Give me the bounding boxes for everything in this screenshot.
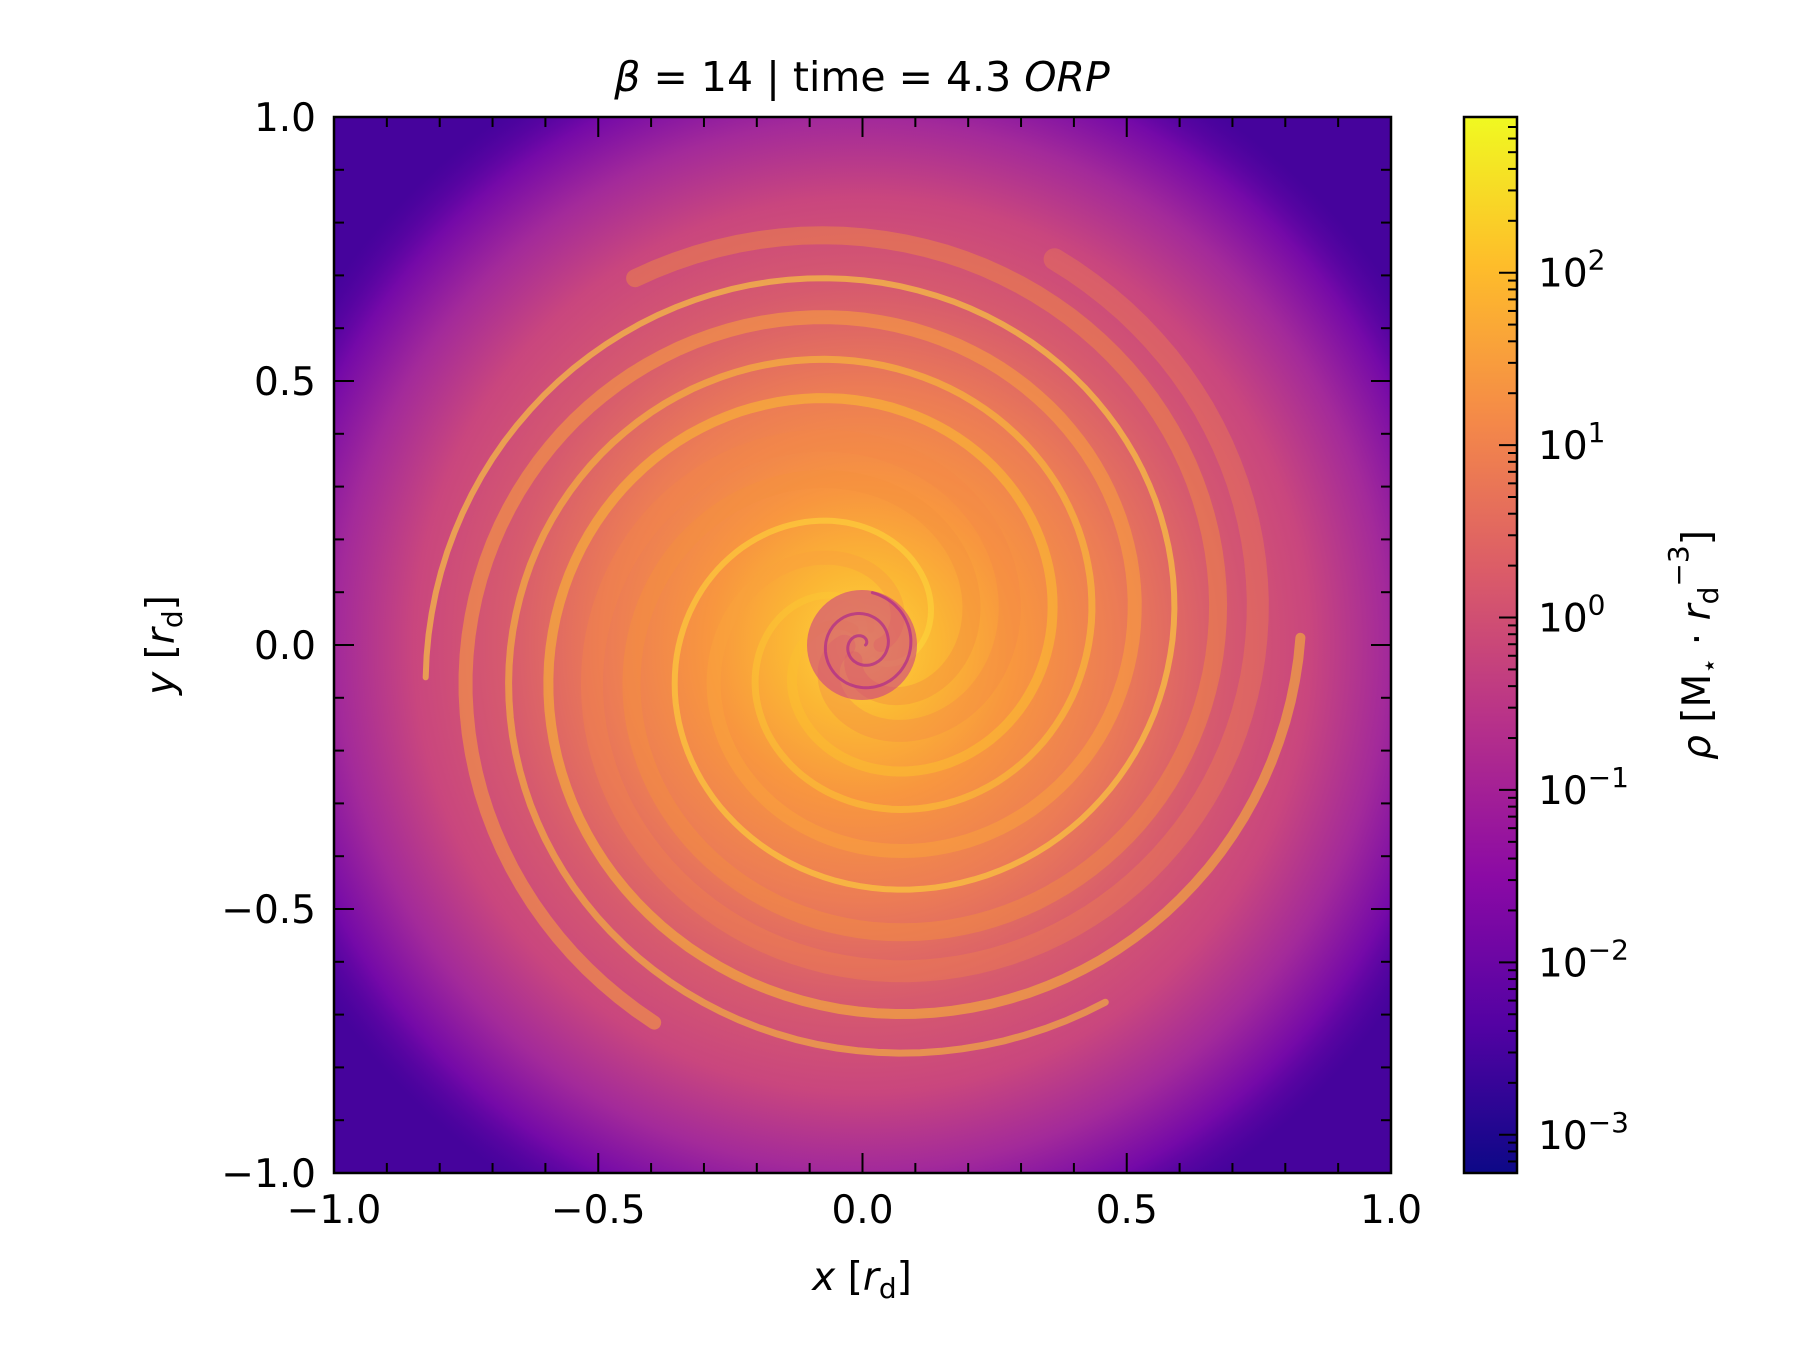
- spiral-arm: [458, 310, 1142, 1030]
- colorbar-tick-label: 100: [1538, 589, 1605, 642]
- spiral-arm: [543, 393, 1306, 1020]
- y-tick-label: 1.0: [254, 96, 316, 141]
- chart-title: β = 14 | time = 4.3 ORP: [613, 53, 1110, 101]
- y-tick-label: 0.0: [254, 624, 316, 669]
- x-tick-label: 0.0: [831, 1188, 893, 1233]
- colorbar-tick-label: 10−1: [1538, 761, 1629, 814]
- x-tick-label: 1.0: [1360, 1188, 1422, 1233]
- spiral-arm: [422, 275, 1178, 893]
- density-heatmap: [334, 117, 1391, 1173]
- y-axis: −1.0 −0.5 0.0 0.5 1.0: [221, 96, 1391, 1197]
- x-tick-label: −1.0: [287, 1188, 382, 1233]
- spiral-arm: [505, 355, 1109, 1057]
- x-axis: −1.0 −0.5 0.0 0.5 1.0: [287, 117, 1422, 1233]
- x-tick-label: −0.5: [551, 1188, 646, 1233]
- colorbar-tick-label: 101: [1538, 416, 1605, 469]
- colorbar-tick-label: 10−3: [1538, 1106, 1629, 1159]
- spiral-arm: [622, 226, 1228, 942]
- x-tick-label: 0.5: [1096, 1188, 1158, 1233]
- colorbar-tick-label: 102: [1538, 244, 1605, 297]
- y-tick-label: −0.5: [221, 888, 316, 933]
- colorbar-label: ρ [M⋆ · rd−3]: [1662, 530, 1725, 760]
- y-tick-label: 0.5: [254, 360, 316, 405]
- colorbar-tick-label: 10−2: [1538, 933, 1629, 986]
- spiral-arm: [580, 248, 1269, 983]
- colorbar-ticks: 10−3 10−2 10−1 100 101 102: [1499, 116, 1629, 1174]
- spiral-arms: [422, 226, 1306, 1057]
- x-axis-label: x [rd]: [810, 1255, 912, 1305]
- y-axis-label: y [rd]: [139, 595, 189, 696]
- y-tick-label: −1.0: [221, 1152, 316, 1197]
